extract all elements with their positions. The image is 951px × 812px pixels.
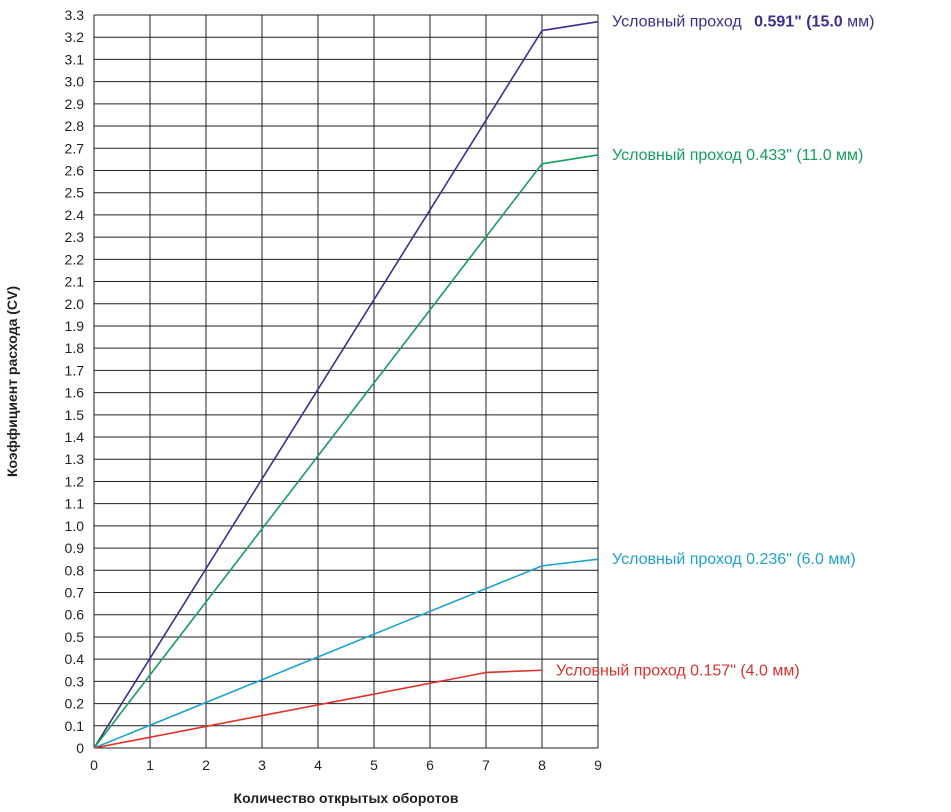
x-tick-label: 6 bbox=[426, 757, 434, 773]
y-tick-label: 2.9 bbox=[65, 96, 85, 112]
y-tick-label: 3.0 bbox=[65, 74, 85, 90]
x-tick-label: 1 bbox=[146, 757, 154, 773]
x-tick-label: 9 bbox=[594, 757, 602, 773]
y-tick-label: 1.2 bbox=[65, 473, 85, 489]
y-axis-title: Коэффициент расхода (CV) bbox=[4, 286, 20, 477]
y-tick-label: 1.4 bbox=[65, 429, 85, 445]
y-tick-label: 2.8 bbox=[65, 118, 85, 134]
y-tick-label: 1.1 bbox=[65, 496, 85, 512]
x-axis-title: Количество открытых оборотов bbox=[234, 790, 459, 806]
y-tick-label: 0.3 bbox=[65, 673, 85, 689]
series-label-prefix: Условный проход bbox=[612, 14, 746, 31]
y-tick-label: 2.7 bbox=[65, 140, 85, 156]
series-label-suffix: мм) bbox=[843, 14, 875, 31]
series-label-4: Условный проход 0.157" (4.0 мм) bbox=[556, 662, 800, 679]
x-tick-label: 5 bbox=[370, 757, 378, 773]
y-tick-label: 2.0 bbox=[65, 296, 85, 312]
y-tick-label: 2.5 bbox=[65, 185, 85, 201]
y-tick-labels: 0 0.1 0.2 0.3 0.4 0.5 0.6 0.7 0.8 0.9 1.0 1.1 1.2 1.3… bbox=[65, 7, 85, 756]
y-tick-label: 0.4 bbox=[65, 651, 85, 667]
series-label-value: 0.236" (6.0 bbox=[746, 551, 824, 568]
series-line-4 bbox=[93, 669, 543, 749]
y-tick-label: 3.3 bbox=[65, 7, 85, 23]
y-tick-label: 2.4 bbox=[65, 207, 85, 223]
y-tick-label: 1.9 bbox=[65, 318, 85, 334]
x-tick-label: 8 bbox=[538, 757, 546, 773]
y-tick-label: 2.2 bbox=[65, 251, 85, 267]
y-tick-label: 1.5 bbox=[65, 407, 85, 423]
y-tick-label: 0.6 bbox=[65, 607, 85, 623]
x-tick-label: 2 bbox=[202, 757, 210, 773]
y-tick-label: 1.6 bbox=[65, 385, 85, 401]
series-label-value: 0.591" (15.0 bbox=[754, 14, 843, 31]
y-tick-label: 0.8 bbox=[65, 562, 85, 578]
y-tick-label: 2.1 bbox=[65, 274, 85, 290]
x-tick-labels: 0 1 2 3 4 5 6 7 8 9 bbox=[90, 757, 602, 773]
x-tick-label: 3 bbox=[258, 757, 266, 773]
series-labels: Условный проход 0.591" (15.0 мм)Условный… bbox=[556, 14, 874, 680]
y-tick-label: 1.8 bbox=[65, 340, 85, 356]
y-tick-label: 2.3 bbox=[65, 229, 85, 245]
series-label-prefix: Условный проход bbox=[556, 662, 690, 679]
x-tick-label: 4 bbox=[314, 757, 322, 773]
series-label-suffix: мм) bbox=[768, 662, 800, 679]
grid bbox=[93, 14, 599, 749]
series-label-prefix: Условный проход bbox=[612, 551, 746, 568]
y-tick-label: 1.3 bbox=[65, 451, 85, 467]
series-label-prefix: Условный проход bbox=[612, 147, 746, 164]
y-tick-label: 3.2 bbox=[65, 29, 85, 45]
y-tick-label: 3.1 bbox=[65, 51, 85, 67]
y-tick-label: 0.1 bbox=[65, 718, 85, 734]
x-tick-label: 7 bbox=[482, 757, 490, 773]
series-label-value: 0.157" (4.0 bbox=[690, 662, 768, 679]
y-tick-label: 1.7 bbox=[65, 362, 85, 378]
y-tick-label: 0.9 bbox=[65, 540, 85, 556]
series-line-3 bbox=[93, 558, 599, 749]
series-label-1: Условный проход 0.591" (15.0 мм) bbox=[612, 14, 874, 31]
series-line-1 bbox=[93, 20, 599, 749]
series-label-3: Условный проход 0.236" (6.0 мм) bbox=[612, 551, 856, 568]
series-lines bbox=[93, 20, 599, 749]
series-label-suffix: мм) bbox=[832, 147, 864, 164]
series-line-2 bbox=[93, 154, 599, 749]
series-label-value: 0.433" (11.0 bbox=[746, 147, 832, 164]
x-tick-label: 0 bbox=[90, 757, 98, 773]
y-tick-label: 0.2 bbox=[65, 696, 85, 712]
y-tick-label: 1.0 bbox=[65, 518, 85, 534]
series-label-2: Условный проход 0.433" (11.0 мм) bbox=[612, 147, 863, 164]
y-tick-label: 0 bbox=[76, 740, 84, 756]
y-tick-label: 2.6 bbox=[65, 162, 85, 178]
series-label-suffix: мм) bbox=[824, 551, 856, 568]
y-tick-label: 0.5 bbox=[65, 629, 85, 645]
y-tick-label: 0.7 bbox=[65, 585, 85, 601]
